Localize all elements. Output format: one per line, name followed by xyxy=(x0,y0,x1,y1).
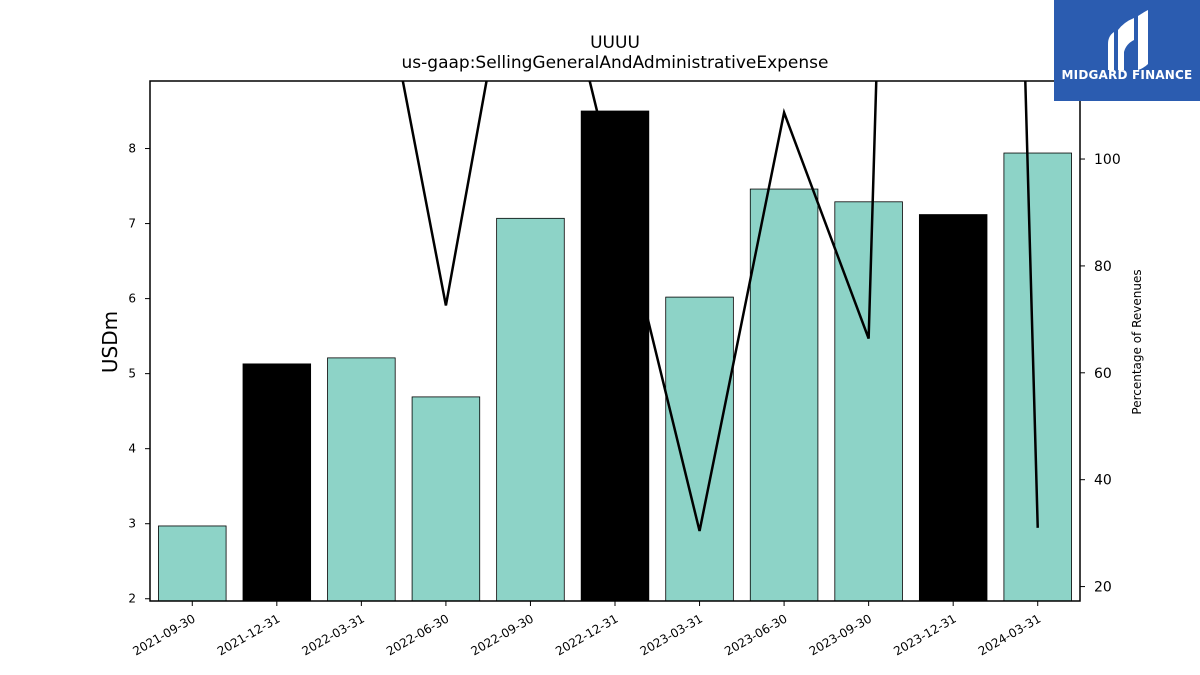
y-tick-label: 6 xyxy=(128,292,136,306)
x-tick-label: 2022-03-31 xyxy=(299,611,366,658)
y2-tick-label: 80 xyxy=(1094,259,1112,275)
logo-text: MIDGARD FINANCE xyxy=(1061,68,1193,82)
y2-tick-label: 60 xyxy=(1094,366,1112,382)
y-tick-label: 4 xyxy=(128,442,136,456)
y2-tick-label: 40 xyxy=(1094,473,1112,489)
y-tick-label: 5 xyxy=(128,367,136,381)
bar-2023-03-31 xyxy=(665,296,734,602)
y-tick-label: 8 xyxy=(128,142,136,156)
bar-2022-09-30 xyxy=(496,217,565,602)
y2-tick-label: 20 xyxy=(1094,580,1112,596)
chart-subtitle: us-gaap:SellingGeneralAndAdministrativeE… xyxy=(402,53,829,73)
bar-2023-06-30 xyxy=(749,188,819,602)
bar-2023-12-31 xyxy=(918,214,988,602)
x-tick-label: 2023-09-30 xyxy=(807,611,874,658)
x-tick-label: 2023-06-30 xyxy=(722,611,789,658)
percentage-line xyxy=(401,81,1039,532)
midgard-finance-logo: MIDGARD FINANCE xyxy=(1054,0,1200,101)
bar-2023-09-30 xyxy=(834,201,903,602)
logo-icon xyxy=(1054,0,1200,101)
logo-background xyxy=(1054,0,1200,101)
y2-tick-label: 100 xyxy=(1094,152,1121,168)
y-tick-label: 2 xyxy=(128,592,136,606)
y-axis-label: USDm xyxy=(98,311,122,373)
bar-2021-12-31 xyxy=(242,363,312,602)
x-tick-label: 2023-12-31 xyxy=(891,611,958,658)
x-tick-label: 2022-12-31 xyxy=(553,611,620,658)
bar-2022-06-30 xyxy=(411,396,481,602)
bar-2022-12-31 xyxy=(580,110,650,602)
x-tick-label: 2024-03-31 xyxy=(976,611,1043,658)
y2-axis-label: Percentage of Revenues xyxy=(1130,269,1144,414)
x-tick-label: 2021-12-31 xyxy=(215,611,282,658)
x-tick-label: 2023-03-31 xyxy=(638,611,705,658)
bar-2024-03-31 xyxy=(1003,152,1072,602)
bar-2021-09-30 xyxy=(158,525,227,602)
y-tick-label: 7 xyxy=(128,217,136,231)
y-tick-label: 3 xyxy=(128,517,136,531)
chart-title: UUUU xyxy=(590,33,640,53)
x-tick-label: 2021-09-30 xyxy=(130,611,197,658)
x-tick-label: 2022-06-30 xyxy=(384,611,451,658)
bar-2022-03-31 xyxy=(327,357,396,602)
x-tick-label: 2022-09-30 xyxy=(469,611,536,658)
